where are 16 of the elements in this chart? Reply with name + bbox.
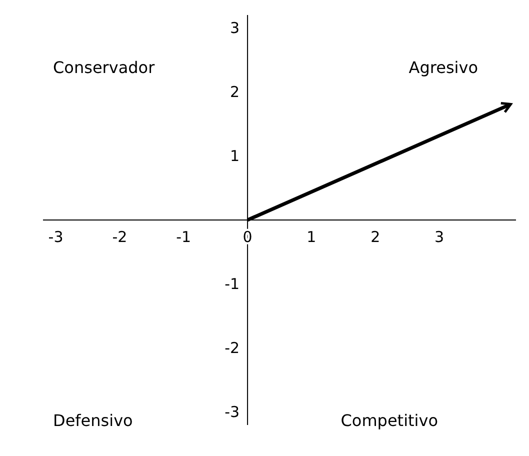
y-tick-label: 3	[230, 18, 240, 37]
y-tick-label: 2	[230, 82, 240, 101]
x-tick-label: -3	[48, 228, 64, 246]
x-tick-label: 2	[370, 228, 380, 246]
annotation: Defensivo	[53, 411, 133, 430]
x-tick-label: 3	[434, 228, 444, 246]
annotation: Agresivo	[408, 58, 478, 77]
annotation: Competitivo	[340, 411, 438, 430]
y-tick-label: 1	[230, 146, 240, 165]
x-tick-label: -1	[176, 228, 192, 246]
y-tick-label: -1	[224, 275, 240, 294]
x-tick-label: 1	[306, 228, 316, 246]
y-tick-label: -2	[224, 339, 240, 358]
x-tick-label: -2	[112, 228, 128, 246]
annotation: Conservador	[53, 58, 156, 77]
y-tick-label: -3	[224, 403, 240, 422]
